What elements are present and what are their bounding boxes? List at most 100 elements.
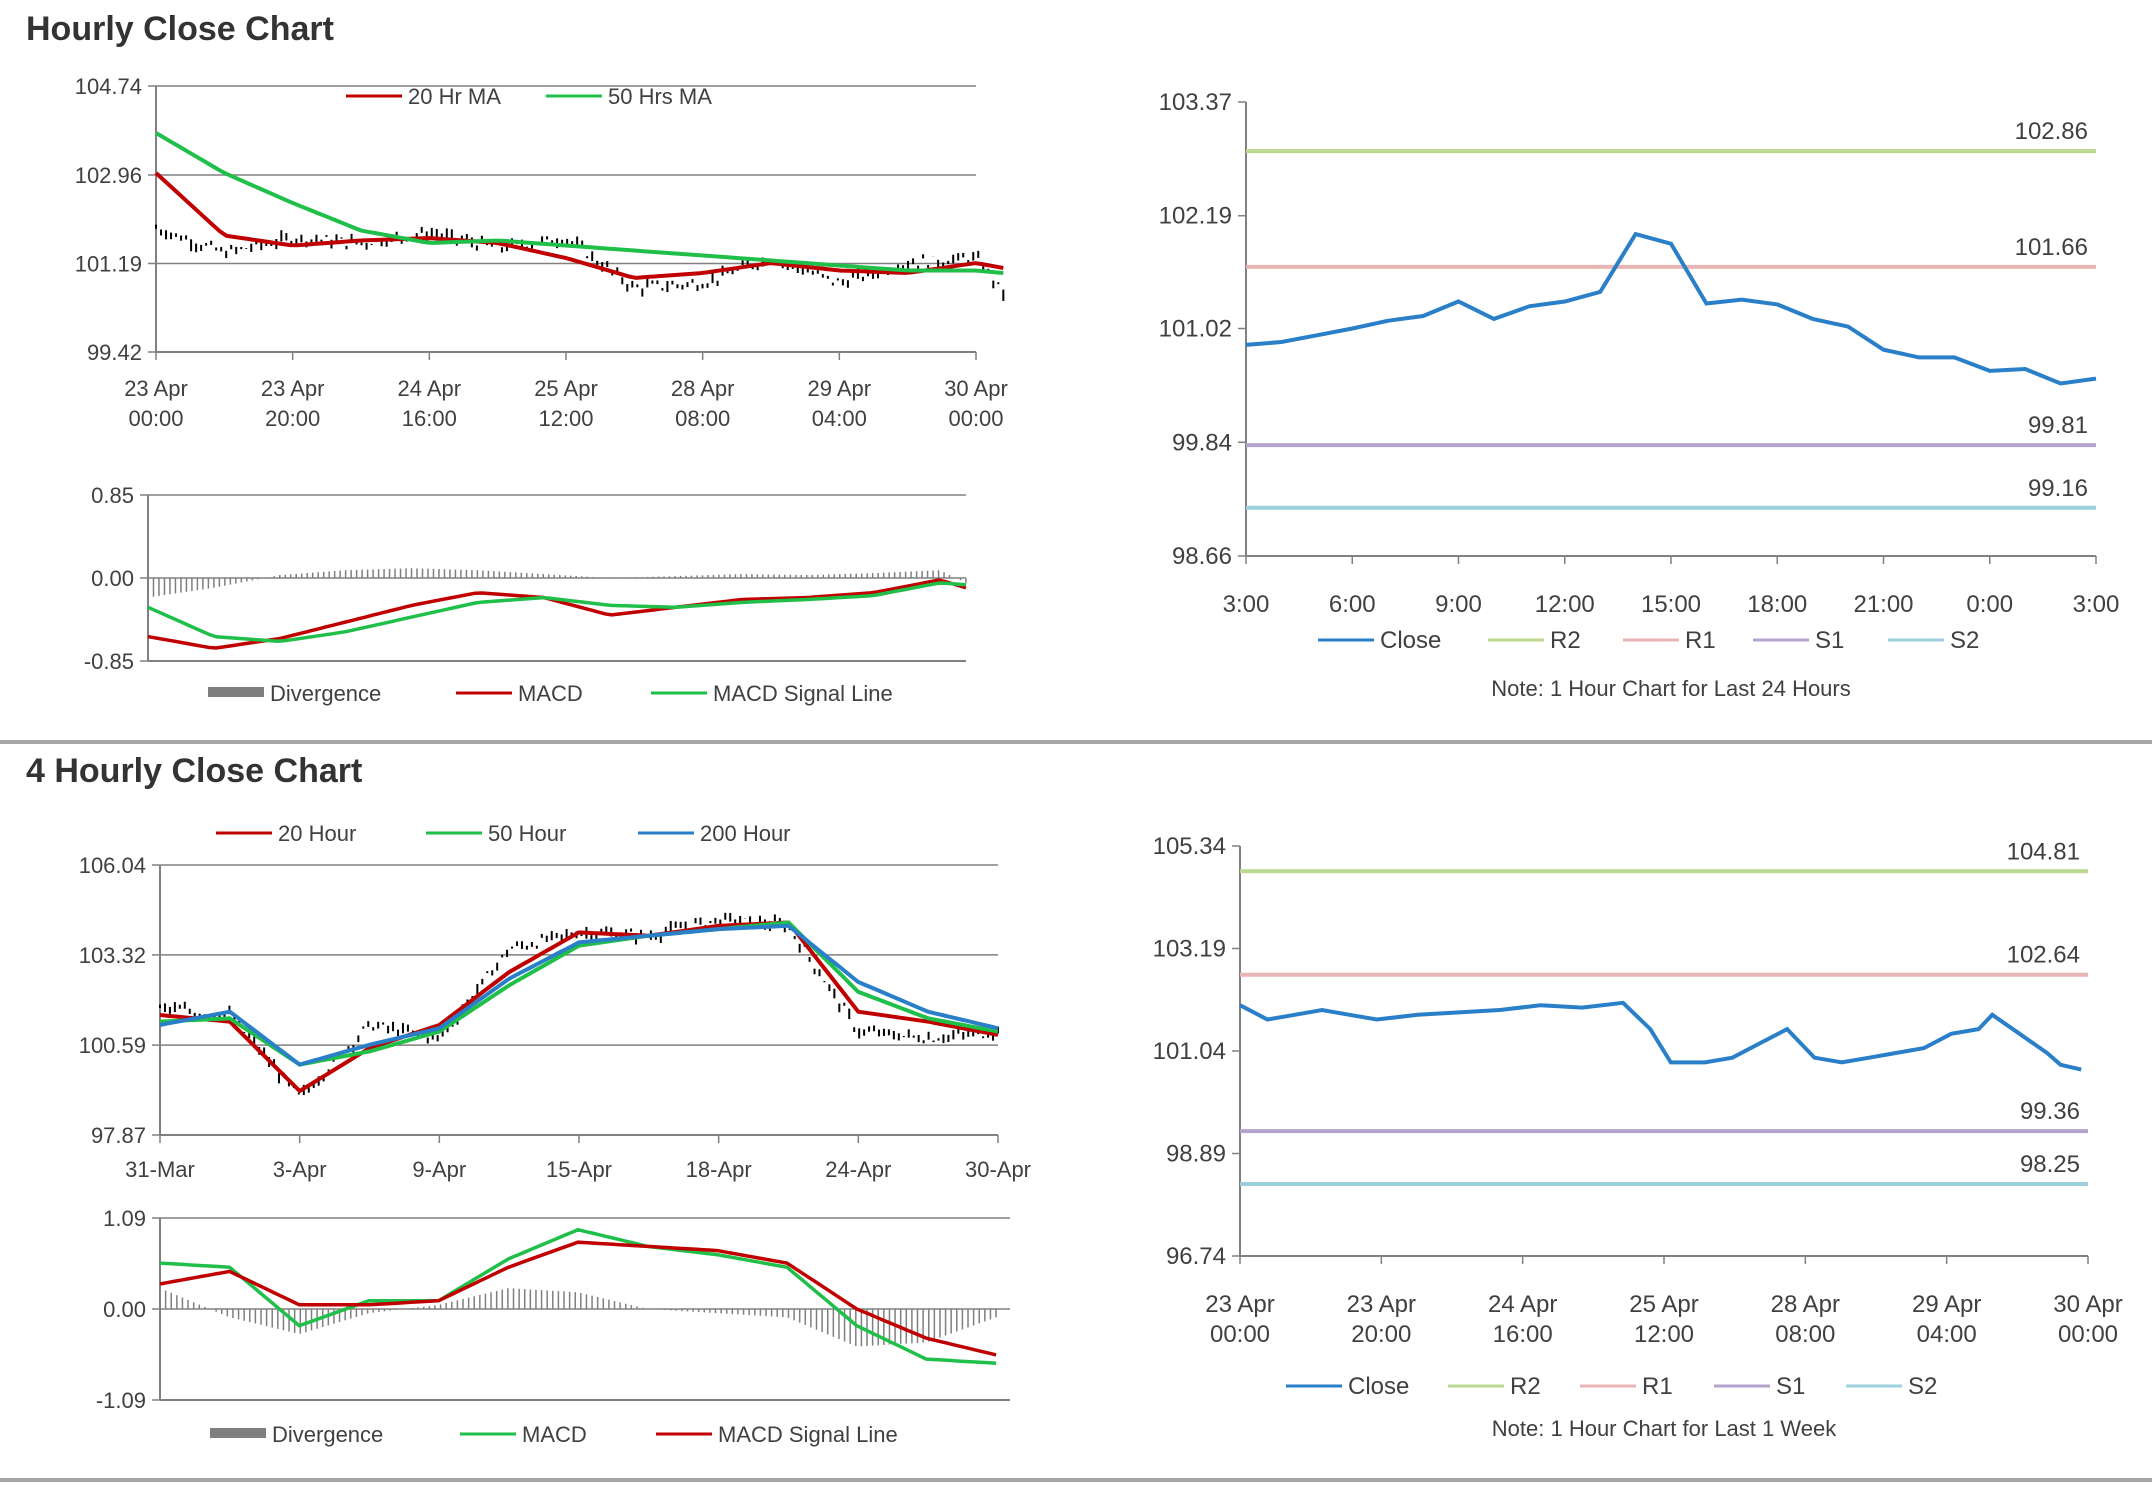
y-tick-label: 103.37 bbox=[1159, 89, 1232, 116]
x-tick-label: 9:00 bbox=[1435, 591, 1482, 618]
x-tick-label-line: 20:00 bbox=[1351, 1321, 1411, 1348]
legend-label: S1 bbox=[1815, 627, 1844, 654]
legend-label: MACD bbox=[522, 1422, 587, 1447]
chart-note: Note: 1 Hour Chart for Last 24 Hours bbox=[1491, 676, 1851, 701]
x-tick-label-line: 15-Apr bbox=[546, 1157, 612, 1182]
ma-line-1 bbox=[154, 131, 1004, 275]
x-tick-label-line: 3:00 bbox=[1223, 591, 1270, 618]
legend-label: Divergence bbox=[270, 681, 381, 706]
x-tick-label-line: 6:00 bbox=[1329, 591, 1376, 618]
x-tick-label: 29 Apr 04:00 bbox=[808, 376, 872, 431]
four-hourly-macd-chart: 1.09 0.00 -1.09 Divergence MACD MACD Signal L… bbox=[96, 1206, 1010, 1447]
y-tick-label: -1.09 bbox=[96, 1388, 146, 1413]
x-tick-label: 9-Apr bbox=[412, 1157, 466, 1182]
x-tick-label: 23 Apr 20:00 bbox=[261, 376, 325, 431]
x-tick-label: 3:00 bbox=[1223, 591, 1270, 618]
x-tick-label: 23 Apr 00:00 bbox=[124, 376, 188, 431]
x-tick-label: 3:00 bbox=[2073, 591, 2120, 618]
y-tick-label: 101.02 bbox=[1159, 316, 1232, 343]
x-tick-label-line: 20:00 bbox=[265, 406, 320, 431]
x-tick-label: 28 Apr 08:00 bbox=[671, 376, 735, 431]
legend-swatch bbox=[208, 687, 264, 697]
y-tick-label: 101.19 bbox=[75, 252, 142, 277]
y-tick-label: 100.59 bbox=[79, 1033, 146, 1058]
x-tick-label-line: 25 Apr bbox=[534, 376, 598, 401]
x-tick-label: 3-Apr bbox=[273, 1157, 327, 1182]
y-tick-label: 104.74 bbox=[75, 74, 142, 99]
x-tick-label: 18-Apr bbox=[686, 1157, 752, 1182]
x-tick-label-line: 00:00 bbox=[128, 406, 183, 431]
x-tick-label-line: 12:00 bbox=[538, 406, 593, 431]
ma-line-2 bbox=[159, 923, 999, 1067]
legend-swatch bbox=[210, 1428, 266, 1438]
x-tick-label-line: 29 Apr bbox=[808, 376, 872, 401]
x-tick-label-line: 04:00 bbox=[1917, 1321, 1977, 1348]
legend-label: 20 Hour bbox=[278, 821, 356, 846]
macd-line-2 bbox=[159, 1240, 997, 1357]
y-tick-label: 98.66 bbox=[1172, 543, 1232, 570]
y-tick-label: 1.09 bbox=[103, 1206, 146, 1231]
x-tick-label: 28 Apr 08:00 bbox=[1771, 1291, 1840, 1348]
x-tick-label-line: 18:00 bbox=[1747, 591, 1807, 618]
x-tick-label-line: 23 Apr bbox=[1347, 1291, 1416, 1318]
x-tick-label: 6:00 bbox=[1329, 591, 1376, 618]
x-tick-label-line: 9-Apr bbox=[412, 1157, 466, 1182]
level-label-s1: 99.81 bbox=[2028, 412, 2088, 439]
x-tick-label: 23 Apr 00:00 bbox=[1205, 1291, 1274, 1348]
section-divider-bottom bbox=[0, 1478, 2152, 1482]
x-tick-label-line: 23 Apr bbox=[1205, 1291, 1274, 1318]
x-tick-label: 23 Apr 20:00 bbox=[1347, 1291, 1416, 1348]
x-tick-label-line: 3-Apr bbox=[273, 1157, 327, 1182]
x-tick-label-line: 30 Apr bbox=[944, 376, 1008, 401]
legend-label: 20 Hr MA bbox=[408, 84, 501, 109]
x-tick-label-line: 00:00 bbox=[948, 406, 1003, 431]
close-line bbox=[1239, 1000, 2082, 1072]
macd-line-1 bbox=[159, 1227, 997, 1366]
section-title-hourly: Hourly Close Chart bbox=[26, 10, 334, 48]
y-tick-label: 0.85 bbox=[91, 483, 134, 508]
x-tick-label-line: 24 Apr bbox=[398, 376, 462, 401]
x-tick-label-line: 24 Apr bbox=[1488, 1291, 1557, 1318]
level-label-r1: 101.66 bbox=[2015, 234, 2088, 261]
legend-label: R1 bbox=[1685, 627, 1716, 654]
level-label-s2: 99.16 bbox=[2028, 475, 2088, 502]
x-tick-label-line: 28 Apr bbox=[671, 376, 735, 401]
x-tick-label-line: 25 Apr bbox=[1629, 1291, 1698, 1318]
hourly-macd-chart: 0.85 0.00 -0.85 Divergence MACD MACD Signal L… bbox=[84, 483, 967, 706]
x-tick-label-line: 3:00 bbox=[2073, 591, 2120, 618]
x-tick-label: 25 Apr 12:00 bbox=[534, 376, 598, 431]
y-tick-label: 101.04 bbox=[1153, 1038, 1226, 1065]
x-tick-label-line: 15:00 bbox=[1641, 591, 1701, 618]
x-tick-label-line: 23 Apr bbox=[261, 376, 325, 401]
y-tick-label: 96.74 bbox=[1166, 1243, 1226, 1270]
x-tick-label-line: 08:00 bbox=[1775, 1321, 1835, 1348]
legend-label: MACD bbox=[518, 681, 583, 706]
chart-note: Note: 1 Hour Chart for Last 1 Week bbox=[1492, 1416, 1837, 1441]
legend-label: S2 bbox=[1950, 627, 1979, 654]
x-tick-label-line: 08:00 bbox=[675, 406, 730, 431]
four-hourly-price-chart: 106.04 103.32 100.59 97.87 31-Mar 3-Apr 9-Apr 1… bbox=[79, 821, 1031, 1182]
legend-label: S2 bbox=[1908, 1373, 1937, 1400]
legend-label: R1 bbox=[1642, 1373, 1673, 1400]
y-tick-label: 102.96 bbox=[75, 163, 142, 188]
y-tick-label: 106.04 bbox=[79, 853, 146, 878]
hourly-24h-chart: 103.37 102.19 101.02 99.84 98.66 3:00 6:00 9:00… bbox=[1159, 89, 2120, 701]
macd-line-2 bbox=[147, 581, 967, 644]
x-tick-label-line: 0:00 bbox=[1966, 591, 2013, 618]
x-tick-label: 24 Apr 16:00 bbox=[1488, 1291, 1557, 1348]
x-tick-label: 29 Apr 04:00 bbox=[1912, 1291, 1981, 1348]
y-tick-label: 98.89 bbox=[1166, 1141, 1226, 1168]
y-tick-label: -0.85 bbox=[84, 649, 134, 674]
legend-label: Close bbox=[1380, 627, 1441, 654]
level-label-r2: 104.81 bbox=[2007, 838, 2080, 865]
x-tick-label-line: 28 Apr bbox=[1771, 1291, 1840, 1318]
section-title-four-hourly: 4 Hourly Close Chart bbox=[26, 752, 363, 790]
x-tick-label: 21:00 bbox=[1853, 591, 1913, 618]
x-tick-label: 25 Apr 12:00 bbox=[1629, 1291, 1698, 1348]
x-tick-label: 30-Apr bbox=[965, 1157, 1031, 1182]
y-tick-label: 0.00 bbox=[91, 566, 134, 591]
y-tick-label: 103.32 bbox=[79, 943, 146, 968]
legend-label: Divergence bbox=[272, 1422, 383, 1447]
legend-label: MACD Signal Line bbox=[713, 681, 893, 706]
y-tick-label: 97.87 bbox=[91, 1123, 146, 1148]
